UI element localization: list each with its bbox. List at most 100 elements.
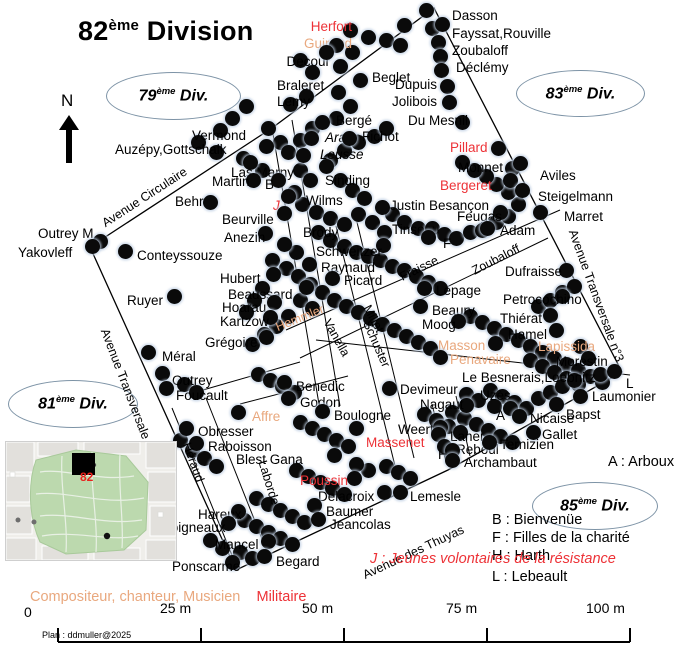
grave-label: Pillard — [450, 140, 488, 155]
legend-abbr-h: H : Harth — [492, 548, 551, 564]
grave-dot — [396, 262, 412, 278]
grave-label: Marret — [564, 209, 604, 224]
grave-dot — [316, 426, 332, 442]
grave-dot — [341, 130, 357, 146]
grave-dot — [276, 374, 292, 390]
grave-label: Delacroix — [318, 489, 375, 504]
grave-label: Du Mesnil — [408, 113, 469, 128]
grave-dot — [456, 410, 472, 426]
grave-dot — [522, 338, 538, 354]
neighbour-division-label: 83ème Div. — [545, 83, 616, 103]
grave-dot — [288, 462, 304, 478]
grave-dot — [202, 532, 218, 548]
grave-label: Bergé — [336, 113, 373, 128]
grave-label: Lapissida — [538, 339, 596, 354]
neighbour-division-85: 85ème Div. — [532, 482, 658, 530]
neighbour-division-label: 79ème Div. — [138, 86, 209, 105]
grave-label: Wilms — [306, 193, 343, 208]
grave-dot — [166, 288, 182, 304]
grave-label: Uzès — [480, 388, 511, 403]
grave-label: Schweitzer — [316, 244, 383, 259]
scale-tick-0: 0 — [24, 604, 32, 620]
grave-dot — [356, 190, 372, 206]
scale-tick-50: 50 m — [302, 600, 334, 616]
grave-dot — [392, 484, 408, 500]
grave-dot — [392, 37, 408, 53]
grave-dot — [432, 48, 448, 64]
grave-dot — [284, 508, 300, 524]
grave-dot — [348, 244, 364, 260]
grave-label: Penavaire — [450, 352, 511, 367]
grave-dot — [548, 322, 564, 338]
grave-label: Bapst — [566, 407, 601, 422]
grave-dot — [441, 94, 457, 110]
grave-label: Benedic — [296, 379, 345, 394]
grave-dot — [352, 72, 368, 88]
grave-dot — [439, 78, 455, 94]
grave-dot — [260, 533, 276, 549]
grave-dot — [418, 2, 434, 18]
grave-dot — [196, 450, 212, 466]
north-label: N — [61, 91, 74, 110]
grave-dot — [490, 140, 506, 156]
grave-label: Jeancolas — [330, 517, 391, 532]
grave-dot — [276, 205, 292, 221]
grave-label: Behr — [175, 194, 204, 209]
grave-dot — [512, 155, 528, 171]
legend-abbr-b: B : Bienvenüe — [492, 512, 583, 528]
grave-dot — [328, 432, 344, 448]
grave-label: Nicaise — [530, 411, 575, 426]
grave-label: Begard — [276, 554, 320, 569]
grave-dot — [292, 162, 308, 178]
grave-dot — [450, 313, 466, 329]
grave-label: Zoubaloff — [452, 43, 509, 58]
grave-dot — [344, 182, 360, 198]
grave-dot — [246, 292, 262, 308]
grave-dot — [242, 154, 258, 170]
grave-label: Monnet — [458, 160, 504, 175]
legend-abbr-a: A : Arboux — [608, 454, 675, 470]
grave-dot — [398, 328, 414, 344]
grave-dot — [208, 144, 224, 160]
grave-dot — [525, 424, 541, 440]
grave-dot — [265, 266, 281, 282]
grave-dot — [346, 470, 362, 486]
grave-dot — [458, 397, 474, 413]
grave-label: H — [438, 447, 448, 462]
grave-dot — [348, 420, 364, 436]
neighbour-division-label: 81ème Div. — [38, 394, 108, 413]
grave-label: Ponscarme — [172, 559, 241, 574]
grave-label: Foucault — [176, 388, 228, 403]
grave-dot — [482, 382, 498, 398]
grave-dot — [332, 58, 348, 74]
grave-label: Grégoire — [205, 335, 258, 350]
grave-dot — [244, 550, 260, 566]
grave-dot — [260, 496, 276, 512]
grave-label: Laumonier — [592, 389, 656, 404]
grave-dot — [470, 392, 486, 408]
grave-label: Mancel — [215, 537, 259, 552]
grave-dot — [479, 220, 495, 236]
grave-label: Thiérat — [500, 311, 543, 326]
grave-label: Dupuis — [394, 77, 437, 92]
grave-dot — [190, 134, 206, 150]
grave-dot — [250, 366, 266, 382]
grave-label: Justin Besançon — [390, 198, 490, 213]
locator-inset-map[interactable]: 82 — [5, 441, 177, 561]
grave-label: Jolibois — [391, 94, 437, 109]
grave-dot — [318, 44, 334, 60]
grave-dot — [272, 502, 288, 518]
grave-dot — [606, 363, 622, 379]
grave-dot — [350, 304, 366, 320]
grave-dot — [310, 224, 326, 240]
grave-dot — [386, 322, 402, 338]
grave-dot — [278, 260, 294, 276]
grave-dot — [444, 404, 460, 420]
grave-label: Ruyer — [127, 293, 164, 308]
scale-tick-75: 75 m — [446, 600, 478, 616]
grave-label: Yakovleff — [18, 245, 73, 260]
grave-dot — [396, 214, 412, 230]
grave-dot — [396, 17, 412, 33]
grave-label: Moog — [422, 317, 456, 332]
grave-dot — [326, 292, 342, 308]
